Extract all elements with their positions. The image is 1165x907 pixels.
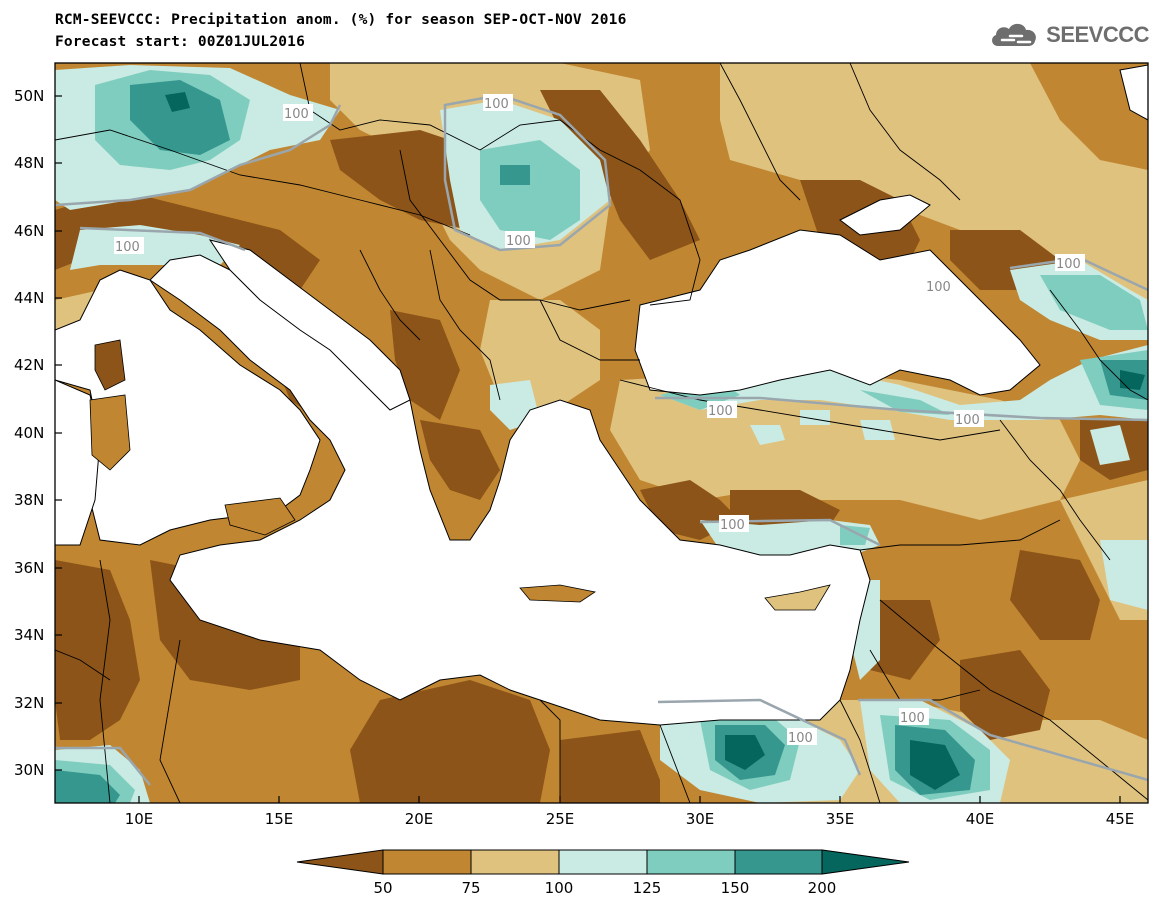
lat-tick-label: 30N bbox=[14, 761, 44, 779]
colorbar-segment-gt200 bbox=[821, 849, 910, 875]
lat-tick-label: 32N bbox=[14, 694, 44, 712]
colorbar-label: 75 bbox=[461, 879, 480, 897]
lat-tick-label: 40N bbox=[14, 424, 44, 442]
contour-label: 100 bbox=[926, 280, 951, 295]
colorbar-segment-150-200 bbox=[734, 849, 823, 875]
colorbar bbox=[296, 849, 910, 875]
cloud-icon bbox=[992, 23, 1037, 46]
islands bbox=[89, 339, 831, 611]
longitude-axis: 10E 15E 20E 25E 30E 35E 40E 45E bbox=[125, 796, 1135, 828]
contour-label: 100 bbox=[955, 413, 980, 428]
logo-text: SEEVCCC bbox=[1046, 22, 1149, 47]
chart-title: RCM-SEEVCCC: Precipitation anom. (%) for… bbox=[55, 12, 627, 28]
lon-tick-label: 25E bbox=[546, 810, 575, 828]
colorbar-segment-125-150 bbox=[646, 849, 736, 875]
lon-tick-label: 35E bbox=[826, 810, 855, 828]
colorbar-segment-100-125 bbox=[558, 849, 648, 875]
contour-label: 100 bbox=[788, 731, 813, 746]
contour-label: 100 bbox=[506, 234, 531, 249]
anomaly-gt200-regions bbox=[165, 92, 1145, 790]
contour-label: 100 bbox=[720, 518, 745, 533]
contour-label: 100 bbox=[1056, 257, 1081, 272]
lon-tick-label: 40E bbox=[966, 810, 995, 828]
latitude-axis: 50N 48N 46N 44N 42N 40N 38N 36N 34N 32N … bbox=[14, 87, 62, 779]
contour-labels: 100 100 100 100 100 100 100 100 100 100 … bbox=[114, 94, 1085, 746]
lat-tick-label: 38N bbox=[14, 491, 44, 509]
colorbar-label: 125 bbox=[633, 879, 662, 897]
colorbar-labels: 50 75 100 125 150 200 bbox=[373, 879, 836, 897]
lat-tick-label: 46N bbox=[14, 222, 44, 240]
colorbar-label: 200 bbox=[808, 879, 837, 897]
contour-label: 100 bbox=[900, 711, 925, 726]
country-borders bbox=[55, 63, 1148, 803]
colorbar-label: 150 bbox=[721, 879, 750, 897]
lat-tick-label: 36N bbox=[14, 559, 44, 577]
forecast-start-subtitle: Forecast start: 00Z01JUL2016 bbox=[55, 34, 306, 50]
colorbar-label: 50 bbox=[373, 879, 392, 897]
lat-tick-label: 48N bbox=[14, 154, 44, 172]
colorbar-segment-50-75 bbox=[382, 849, 472, 875]
contour-label: 100 bbox=[484, 97, 509, 112]
lat-tick-label: 50N bbox=[14, 87, 44, 105]
lon-tick-label: 15E bbox=[265, 810, 294, 828]
colorbar-label: 100 bbox=[545, 879, 574, 897]
lat-tick-label: 44N bbox=[14, 289, 44, 307]
lat-tick-label: 42N bbox=[14, 356, 44, 374]
lat-tick-label: 34N bbox=[14, 626, 44, 644]
seevccc-logo: SEEVCCC bbox=[988, 20, 1149, 50]
lon-tick-label: 10E bbox=[125, 810, 154, 828]
contour-label: 100 bbox=[284, 107, 309, 122]
colorbar-segment-lt50 bbox=[296, 849, 384, 875]
lon-tick-label: 45E bbox=[1106, 810, 1135, 828]
sea-areas bbox=[55, 64, 1148, 726]
contour-label: 100 bbox=[708, 404, 733, 419]
lon-tick-label: 20E bbox=[405, 810, 434, 828]
colorbar-segment-75-100 bbox=[470, 849, 560, 875]
lon-tick-label: 30E bbox=[686, 810, 715, 828]
contour-label: 100 bbox=[115, 240, 140, 255]
